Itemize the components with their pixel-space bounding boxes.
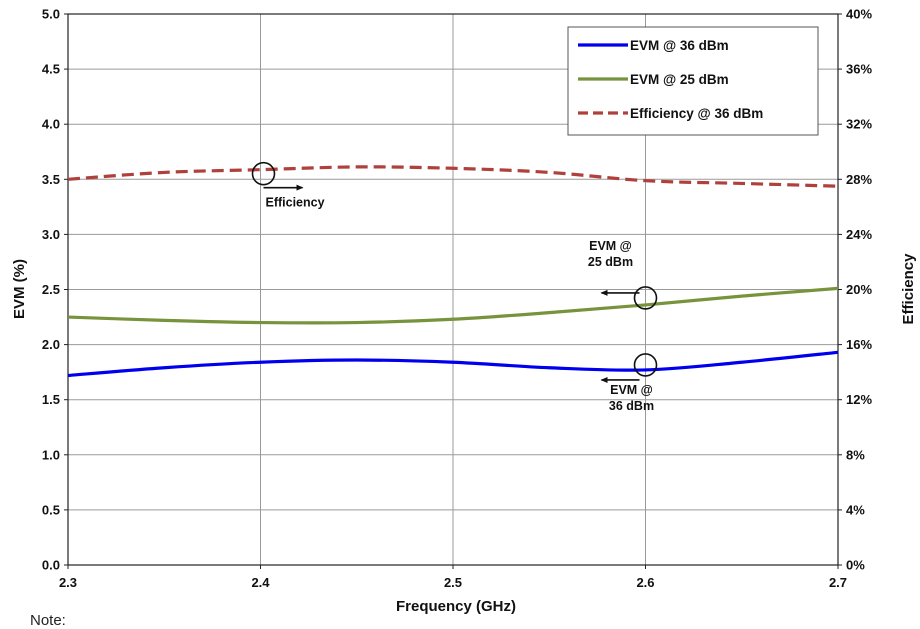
x-tick-label: 2.4 (251, 575, 270, 590)
y-tick-label: 2.0 (42, 337, 60, 352)
y-tick-label: 4.0 (42, 117, 60, 132)
legend: EVM @ 36 dBm EVM @ 25 dBm Efficiency @ 36 … (567, 26, 819, 136)
y2-tick-label: 32% (846, 117, 872, 132)
annotation-circle (251, 161, 276, 186)
y-axis-title: EVM (%) (11, 259, 28, 319)
annotation-label: EVM @36 dBm (609, 383, 654, 413)
annotation-circle (633, 286, 658, 310)
y-tick-label: 1.0 (42, 447, 60, 462)
y-tick-label: 3.0 (42, 227, 60, 242)
y2-tick-label: 40% (846, 7, 872, 22)
y2-tick-label: 12% (846, 392, 872, 407)
y-tick-label: 0.5 (42, 502, 60, 517)
annotations: Efficiency EVM @25 dBm EVM @36 dBm (251, 161, 658, 413)
y2-tick-label: 8% (846, 447, 865, 462)
y-axis-ticks: 0.0 0.5 1.0 1.5 2.0 2.5 3.0 3.5 4.0 4.5 5.0 (42, 7, 68, 573)
series-lines (67, 165, 839, 378)
x-tick-label: 2.3 (59, 575, 77, 590)
legend-label: Efficiency @ 36 dBm (630, 106, 763, 121)
y2-tick-label: 4% (846, 502, 865, 517)
legend-label: EVM @ 25 dBm (630, 72, 729, 87)
annotation-circle (633, 353, 658, 377)
y-tick-label: 0.0 (42, 558, 60, 573)
y2-tick-label: 20% (846, 282, 872, 297)
y2-axis-title: Efficiency (900, 253, 917, 325)
x-tick-label: 2.5 (444, 575, 462, 590)
y2-tick-label: 16% (846, 337, 872, 352)
series-line-2 (67, 286, 839, 325)
annotation-label: EVM @25 dBm (588, 239, 633, 269)
y-tick-label: 2.5 (42, 282, 60, 297)
series-line-3 (67, 165, 839, 188)
note-text: Note: (30, 612, 66, 629)
legend-label: EVM @ 36 dBm (630, 38, 729, 53)
x-tick-label: 2.6 (636, 575, 654, 590)
y2-tick-label: 28% (846, 172, 872, 187)
x-tick-label: 2.7 (829, 575, 847, 590)
series-line-1 (67, 350, 839, 378)
y-tick-label: 1.5 (42, 392, 60, 407)
y2-tick-label: 24% (846, 227, 872, 242)
y-tick-label: 3.5 (42, 172, 60, 187)
y-tick-label: 4.5 (42, 62, 60, 77)
y2-tick-label: 0% (846, 558, 865, 573)
annotation-label: Efficiency (266, 196, 325, 210)
x-axis-ticks: 2.3 2.4 2.5 2.6 2.7 (59, 565, 847, 590)
y-tick-label: 5.0 (42, 7, 60, 22)
y2-tick-label: 36% (846, 62, 872, 77)
x-axis-title: Frequency (GHz) (396, 598, 516, 615)
y2-axis-ticks: 0% 4% 8% 12% 16% 20% 24% 28% 32% 36% 40% (838, 7, 872, 573)
